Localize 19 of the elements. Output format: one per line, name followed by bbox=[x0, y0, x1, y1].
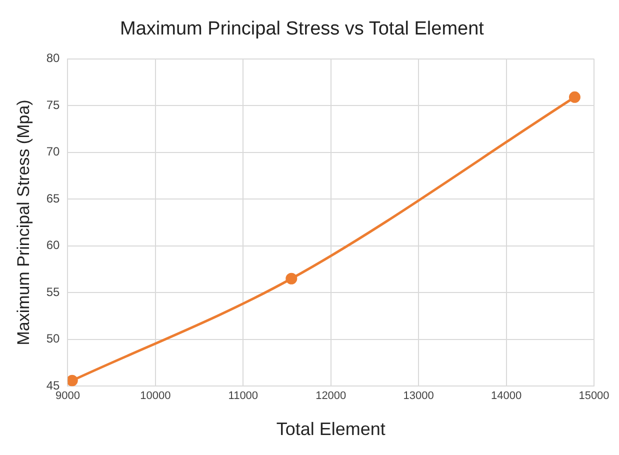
chart-title: Maximum Principal Stress vs Total Element bbox=[120, 18, 485, 40]
x-tick-label: 11000 bbox=[228, 390, 258, 402]
y-tick-label: 65 bbox=[46, 191, 60, 206]
x-axis-title: Total Element bbox=[276, 419, 386, 440]
x-tick-label: 13000 bbox=[403, 390, 434, 402]
point bbox=[286, 272, 298, 284]
x-tick-label: 12000 bbox=[316, 390, 346, 402]
point bbox=[68, 374, 78, 386]
x-tick-label: 14000 bbox=[490, 390, 522, 402]
y-tick-label: 55 bbox=[46, 284, 60, 299]
y-tick-label: 80 bbox=[46, 51, 60, 66]
y-tick-label: 70 bbox=[46, 144, 60, 159]
x-tick-label: 15000 bbox=[578, 390, 610, 402]
y-tick-label: 60 bbox=[46, 238, 60, 252]
point bbox=[568, 91, 580, 103]
y-tick-label: 50 bbox=[46, 332, 60, 346]
x-tick-label: 10000 bbox=[140, 390, 171, 402]
y-axis-title: Maximum Principal Stress (Mpa) bbox=[14, 100, 33, 346]
y-tick-label: 75 bbox=[46, 98, 60, 112]
